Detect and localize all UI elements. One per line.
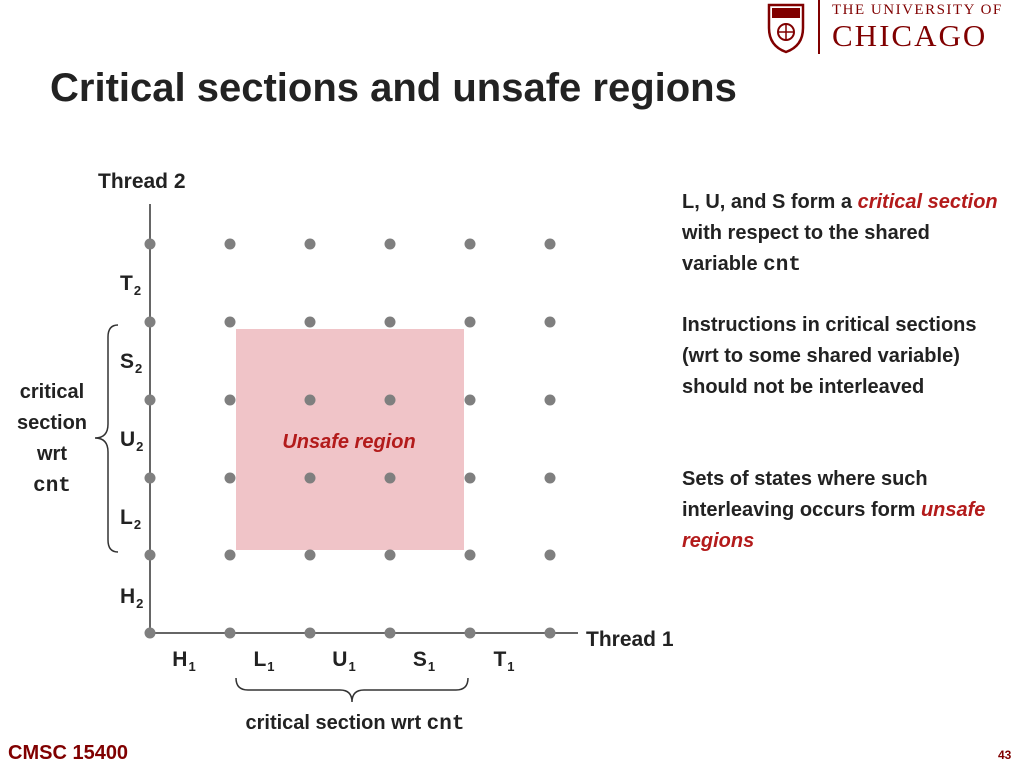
- note-no-interleave: Instructions in critical sections (wrt t…: [682, 314, 977, 398]
- y-axis-title: Thread 2: [98, 170, 186, 193]
- note-unsafe-regions: Sets of states where such interleaving o…: [682, 468, 986, 552]
- unsafe-region-label: Unsafe region: [282, 431, 415, 453]
- unsafe-region: [236, 329, 464, 550]
- left-brace-label-line: cnt: [33, 475, 71, 498]
- x-label-s: S1: [413, 648, 435, 674]
- grid-point: [304, 472, 316, 484]
- grid-point: [384, 316, 396, 328]
- grid-point: [464, 627, 476, 639]
- note-critical-section: L, U, and S form a critical section with…: [682, 191, 998, 277]
- grid-point: [464, 238, 476, 250]
- grid-point: [544, 238, 556, 250]
- left-brace-label-line: section: [17, 412, 87, 434]
- grid-point: [144, 549, 156, 561]
- grid-point: [304, 238, 316, 250]
- grid-point: [224, 627, 236, 639]
- grid-point: [224, 472, 236, 484]
- grid-point: [464, 316, 476, 328]
- grid-point: [304, 316, 316, 328]
- grid-point: [304, 627, 316, 639]
- course-footer: CMSC 15400: [8, 742, 129, 764]
- code-cnt: cnt: [763, 254, 801, 277]
- y-label-l: L2: [120, 506, 141, 532]
- x-label-subscript: 1: [507, 659, 514, 674]
- logo-text-line2: CHICAGO: [832, 18, 988, 53]
- grid-point: [464, 549, 476, 561]
- grid-point: [384, 549, 396, 561]
- logo-divider: [818, 0, 820, 54]
- grid-point: [224, 316, 236, 328]
- left-brace-label-line: critical: [20, 381, 84, 403]
- grid-point: [304, 549, 316, 561]
- y-label-subscript: 2: [134, 517, 141, 532]
- x-label-h: H1: [172, 648, 195, 674]
- university-logo: [766, 2, 1024, 56]
- x-label-t: T1: [493, 648, 514, 674]
- y-label-subscript: 2: [134, 283, 141, 298]
- page-number: 43: [998, 748, 1012, 762]
- grid-point: [144, 316, 156, 328]
- x-label-subscript: 1: [188, 659, 195, 674]
- grid-point: [224, 549, 236, 561]
- y-label-h: H2: [120, 585, 143, 611]
- grid-point: [464, 394, 476, 406]
- grid-point: [544, 316, 556, 328]
- x-label-l: L1: [253, 648, 274, 674]
- grid-point: [304, 394, 316, 406]
- grid-point: [464, 472, 476, 484]
- grid-point: [544, 549, 556, 561]
- logo-text-line1: THE UNIVERSITY OF: [832, 2, 1003, 18]
- university-shield-icon: [767, 3, 805, 54]
- x-label-subscript: 1: [267, 659, 274, 674]
- y-label-u: U2: [120, 428, 143, 454]
- grid-point: [144, 394, 156, 406]
- left-brace: [94, 324, 119, 553]
- grid-point: [384, 472, 396, 484]
- code-cnt: cnt: [427, 713, 465, 736]
- x-label-u: U1: [332, 648, 355, 674]
- grid-point: [144, 472, 156, 484]
- y-label-t: T2: [120, 272, 141, 298]
- y-label-subscript: 2: [136, 439, 143, 454]
- grid-point: [544, 627, 556, 639]
- grid-point: [224, 394, 236, 406]
- y-label-subscript: 2: [135, 361, 142, 376]
- slide-title: Critical sections and unsafe regions: [50, 66, 737, 110]
- emphasis-unsafe-regions: unsafe regions: [682, 499, 986, 552]
- x-axis-title: Thread 1: [586, 628, 674, 651]
- left-brace-label-line: wrt: [36, 443, 67, 465]
- y-label-s: S2: [120, 350, 142, 376]
- emphasis-critical-section: critical section: [857, 191, 998, 213]
- grid-point: [224, 238, 236, 250]
- grid-point: [144, 238, 156, 250]
- grid-point: [144, 627, 156, 639]
- bottom-brace: [235, 677, 469, 703]
- y-label-subscript: 2: [136, 596, 143, 611]
- grid-point: [384, 238, 396, 250]
- grid-point: [544, 394, 556, 406]
- x-label-subscript: 1: [428, 659, 435, 674]
- grid-point: [544, 472, 556, 484]
- grid-point: [384, 627, 396, 639]
- x-label-subscript: 1: [348, 659, 355, 674]
- grid-point: [384, 394, 396, 406]
- bottom-brace-label: critical section wrt cnt: [246, 712, 465, 736]
